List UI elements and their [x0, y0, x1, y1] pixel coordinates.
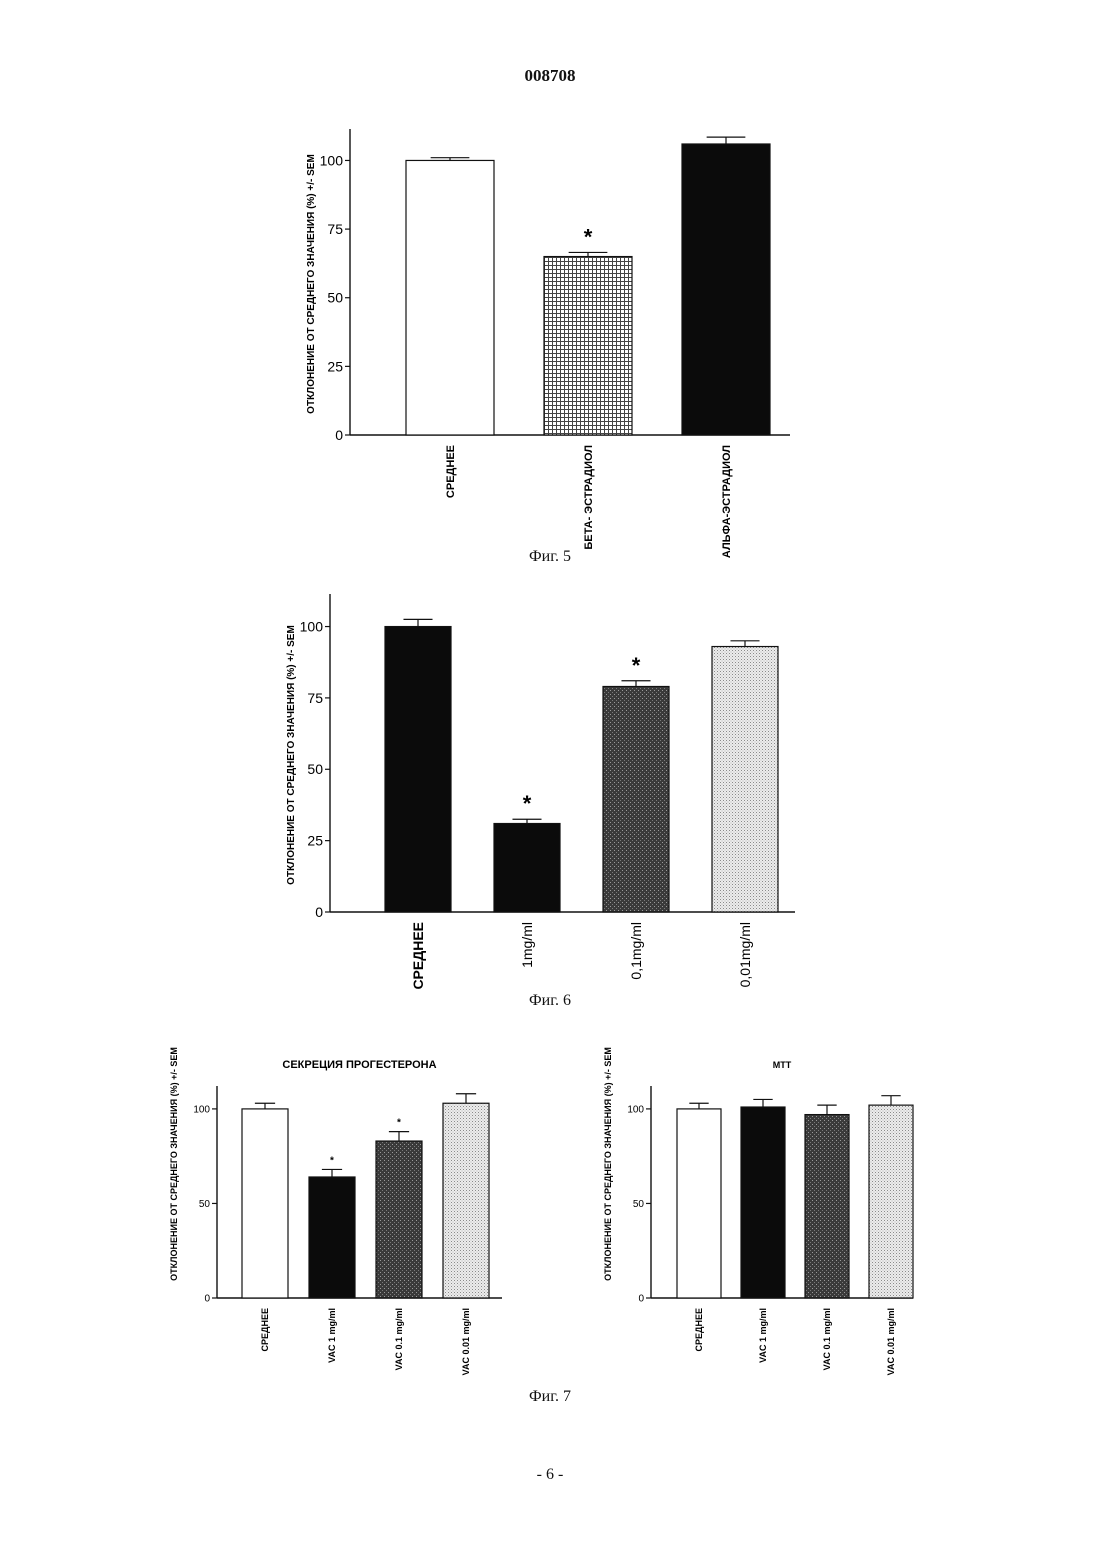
chart-fig5: ОТКЛОНЕНИЕ ОТ СРЕДНЕГО ЗНАЧЕНИЯ (%) +/- …: [300, 125, 820, 555]
y-axis-label: ОТКЛОНЕНИЕ ОТ СРЕДНЕГО ЗНАЧЕНИЯ (%) +/- …: [286, 625, 297, 885]
x-tick-label: СРЕДНЕЕ: [410, 922, 426, 990]
bar: [682, 144, 770, 435]
chart-fig7-progesterone: СЕКРЕЦИЯ ПРОГЕСТЕРОНА ОТКЛОНЕНИЕ ОТ СРЕДН…: [160, 1040, 560, 1380]
chart-fig7-mtt: MTT ОТКЛОНЕНИЕ ОТ СРЕДНЕГО ЗНАЧЕНИЯ (%) +…: [596, 1040, 926, 1380]
y-tick-label: 0: [335, 427, 343, 443]
x-tick-label: VAC 0.1 mg/ml: [394, 1308, 404, 1370]
chart-svg: ОТКЛОНЕНИЕ ОТ СРЕДНЕГО ЗНАЧЕНИЯ (%) +/- …: [270, 590, 830, 990]
bar: [309, 1177, 355, 1298]
bar: [406, 160, 494, 435]
bar: [869, 1105, 913, 1298]
x-tick-label: VAC 0.01 mg/ml: [886, 1308, 896, 1375]
x-tick-label: 0,1mg/ml: [628, 922, 644, 980]
x-tick-label: СРЕДНЕЕ: [694, 1308, 704, 1351]
y-tick-label: 25: [307, 833, 323, 849]
y-tick-label: 75: [307, 690, 323, 706]
chart-svg: СЕКРЕЦИЯ ПРОГЕСТЕРОНА ОТКЛОНЕНИЕ ОТ СРЕДН…: [160, 1040, 560, 1380]
y-tick-label: 100: [193, 1104, 210, 1115]
bar: [443, 1103, 489, 1298]
bar: [494, 824, 560, 912]
y-tick-label: 100: [300, 618, 324, 634]
bar: [242, 1109, 288, 1298]
chart-fig6: ОТКЛОНЕНИЕ ОТ СРЕДНЕГО ЗНАЧЕНИЯ (%) +/- …: [270, 590, 830, 990]
bar: [805, 1115, 849, 1298]
chart-title: СЕКРЕЦИЯ ПРОГЕСТЕРОНА: [282, 1059, 436, 1071]
significance-marker: *: [632, 653, 641, 678]
x-tick-label: СРЕДНЕЕ: [260, 1308, 270, 1351]
y-axis-label: ОТКЛОНЕНИЕ ОТ СРЕДНЕГО ЗНАЧЕНИЯ (%) +/- …: [306, 154, 317, 414]
chart-title: MTT: [773, 1060, 792, 1070]
bar: [376, 1141, 422, 1298]
page-footer: - 6 -: [0, 1466, 1100, 1484]
x-tick-label: 1mg/ml: [519, 922, 535, 968]
y-tick-label: 0: [204, 1294, 210, 1305]
x-tick-label: 0,01mg/ml: [737, 922, 753, 987]
x-tick-label: VAC 1 mg/ml: [327, 1308, 337, 1363]
y-tick-label: 50: [633, 1199, 645, 1210]
y-tick-label: 75: [327, 221, 343, 237]
caption-fig7: Фиг. 7: [0, 1388, 1100, 1406]
y-tick-label: 0: [315, 904, 323, 920]
significance-marker: *: [523, 791, 532, 816]
bar: [544, 257, 632, 435]
y-tick-label: 100: [320, 152, 344, 168]
y-tick-label: 50: [199, 1199, 211, 1210]
x-tick-label: VAC 0.1 mg/ml: [822, 1308, 832, 1370]
y-tick-label: 50: [307, 761, 323, 777]
x-tick-label: СРЕДНЕЕ: [445, 445, 457, 498]
bar: [741, 1107, 785, 1298]
x-tick-label: VAC 1 mg/ml: [758, 1308, 768, 1363]
caption-fig5: Фиг. 5: [0, 548, 1100, 566]
chart-svg: MTT ОТКЛОНЕНИЕ ОТ СРЕДНЕГО ЗНАЧЕНИЯ (%) +…: [596, 1040, 926, 1380]
x-tick-label: VAC 0.01 mg/ml: [461, 1308, 471, 1375]
x-tick-label: БЕТА- ЭСТРАДИОЛ: [583, 445, 595, 550]
caption-fig6: Фиг. 6: [0, 992, 1100, 1010]
bar: [677, 1109, 721, 1298]
bar: [603, 686, 669, 912]
bar: [712, 647, 778, 912]
chart-svg: ОТКЛОНЕНИЕ ОТ СРЕДНЕГО ЗНАЧЕНИЯ (%) +/- …: [300, 125, 820, 555]
y-tick-label: 50: [327, 290, 343, 306]
y-tick-label: 0: [638, 1294, 644, 1305]
y-axis-label: ОТКЛОНЕНИЕ ОТ СРЕДНЕГО ЗНАЧЕНИЯ (%) +/- …: [603, 1047, 613, 1281]
significance-marker: *: [330, 1155, 334, 1166]
significance-marker: *: [584, 224, 593, 249]
y-tick-label: 100: [627, 1104, 644, 1115]
y-axis-label: ОТКЛОНЕНИЕ ОТ СРЕДНЕГО ЗНАЧЕНИЯ (%) +/- …: [169, 1047, 179, 1281]
significance-marker: *: [397, 1118, 401, 1129]
y-tick-label: 25: [327, 358, 343, 374]
x-tick-label: АЛЬФА-ЭСТРАДИОЛ: [721, 445, 733, 558]
page-number: 008708: [0, 66, 1100, 86]
bar: [385, 627, 451, 912]
